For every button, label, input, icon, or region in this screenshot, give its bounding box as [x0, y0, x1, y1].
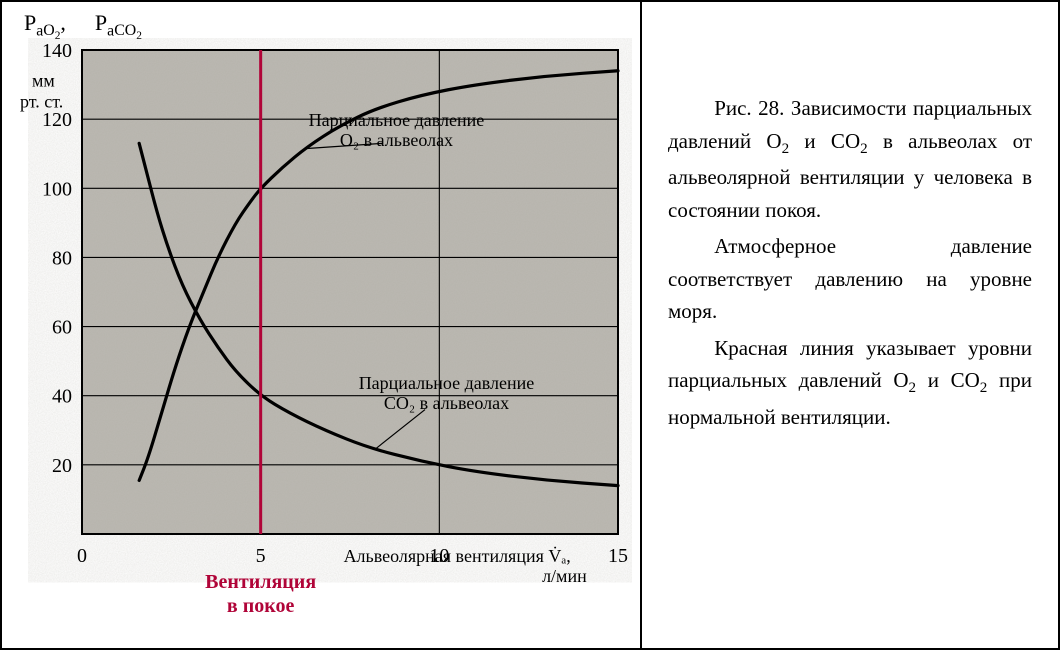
- svg-text:л/мин: л/мин: [542, 566, 587, 586]
- p-sym-2: P: [95, 10, 107, 35]
- svg-text:15: 15: [608, 545, 628, 567]
- svg-text:Вентиляция: Вентиляция: [205, 571, 316, 593]
- svg-text:100: 100: [42, 178, 72, 200]
- chart-panel: PaO2, PaCO2 20 40 60 80 100 120 140 ммрт. ст. 0 5…: [2, 2, 642, 648]
- svg-text:0: 0: [77, 545, 87, 567]
- cap1b: и CO: [789, 129, 860, 153]
- cap3b: и CO: [916, 368, 980, 392]
- svg-text:O₂ в альвеолах: O₂ в альвеолах: [340, 130, 453, 150]
- svg-text:Парциальное давление: Парциальное давление: [309, 110, 485, 130]
- p-sym-1: P: [24, 10, 36, 35]
- caption-panel: Рис. 28. Зависимости парциальных давлени…: [642, 2, 1058, 648]
- caption-p2: Атмосферное давление соответствует давле…: [668, 230, 1032, 328]
- svg-text:мм: мм: [32, 71, 55, 91]
- pa-co2-label: PaCO2: [95, 10, 142, 35]
- sub-mol2: CO: [114, 22, 136, 39]
- chart-svg: 20406080100120140ммрт. ст.051015Альвеоля…: [12, 38, 632, 632]
- svg-text:140: 140: [42, 40, 72, 62]
- svg-text:20: 20: [52, 455, 72, 477]
- svg-text:120: 120: [42, 109, 72, 131]
- svg-text:5: 5: [256, 545, 266, 567]
- caption-p3: Красная линия указывает уровни парциальн…: [668, 332, 1032, 434]
- svg-text:рт. ст.: рт. ст.: [20, 91, 63, 111]
- pa-o2-label: PaO2,: [24, 10, 71, 35]
- chart-svg-wrap: 20406080100120140ммрт. ст.051015Альвеоля…: [12, 38, 630, 638]
- sub-mol1: O: [43, 22, 54, 39]
- svg-text:40: 40: [52, 386, 72, 408]
- cap3s1: 2: [909, 381, 917, 397]
- svg-text:Парциальное давление: Парциальное давление: [359, 373, 535, 393]
- figure-frame: PaO2, PaCO2 20 40 60 80 100 120 140 ммрт. ст. 0 5…: [0, 0, 1060, 650]
- sep: ,: [60, 10, 66, 35]
- svg-text:в покое: в покое: [227, 595, 295, 617]
- cap1s2: 2: [860, 141, 868, 157]
- svg-text:60: 60: [52, 317, 72, 339]
- svg-text:CO₂ в альвеолах: CO₂ в альвеолах: [384, 393, 509, 413]
- caption-p1: Рис. 28. Зависимости парциальных давлени…: [668, 92, 1032, 226]
- svg-text:80: 80: [52, 247, 72, 269]
- svg-text:Альвеолярная вентиляция V̇ₐ,: Альвеолярная вентиляция V̇ₐ,: [344, 545, 571, 566]
